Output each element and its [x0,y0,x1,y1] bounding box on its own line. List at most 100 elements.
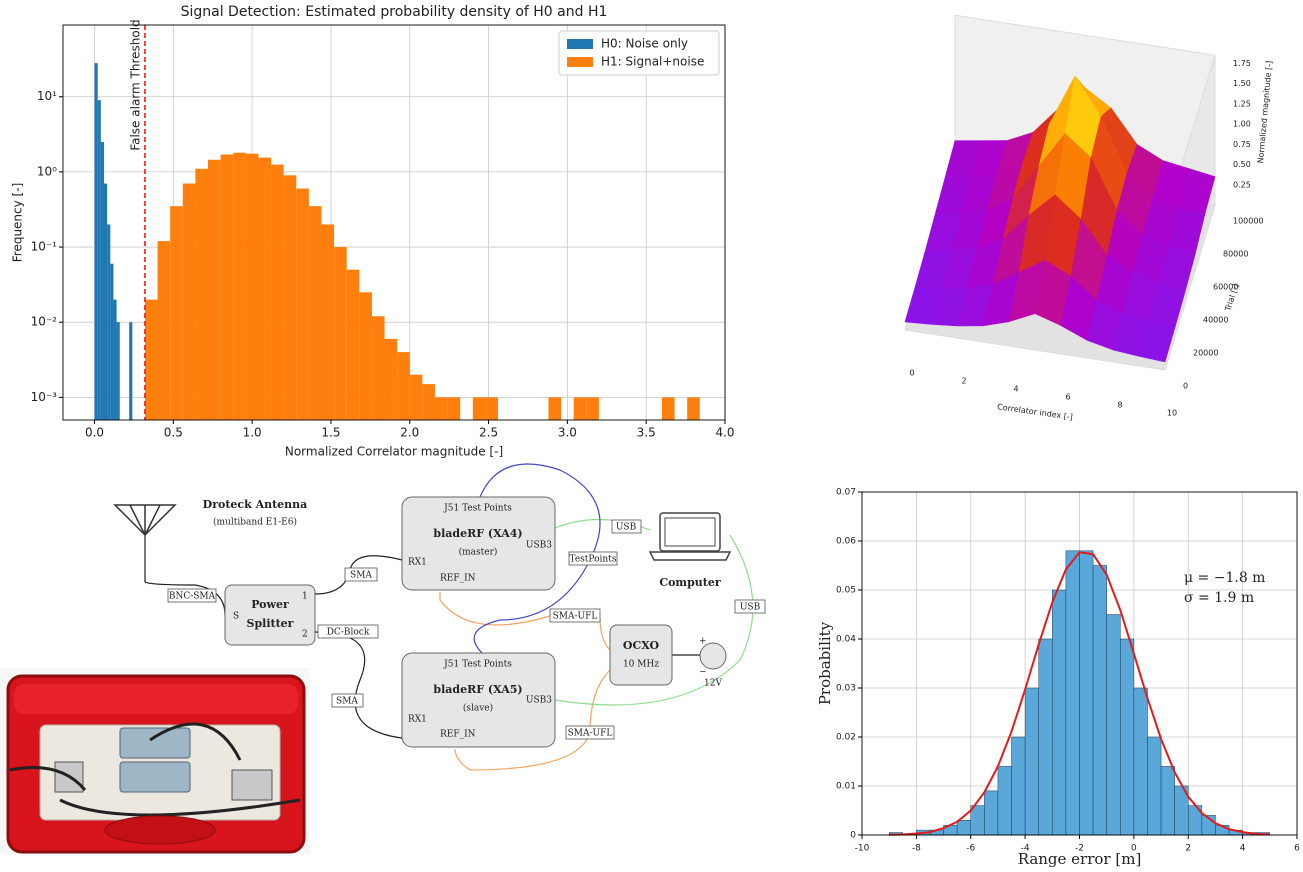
y-tick-label: 0.06 [836,537,856,547]
bar [573,397,587,420]
bar [687,397,700,420]
block-diagram: Droteck Antenna (multiband E1-E6) Power … [113,463,766,771]
wire [144,535,226,616]
sdr-board [119,761,191,793]
bar [1147,736,1162,836]
x-axis-label: Correlator index [-] [997,402,1074,422]
chart-title: Signal Detection: Estimated probability … [181,4,608,20]
z-tick-label: 0.75 [1233,140,1251,149]
x-tick-label: 3.5 [637,426,656,440]
bar [1024,687,1039,836]
x-tick-label: 2.5 [479,426,498,440]
bar [984,790,999,836]
bar [296,188,309,420]
bar [182,183,196,420]
bar [1133,687,1148,836]
polarity: − [699,668,707,678]
threshold-label: False alarm Threshold [128,19,142,150]
cable-label-box [565,725,615,740]
x-tick-label: 3.0 [558,426,577,440]
computer-label: Computer [659,576,720,589]
splitter-box [224,584,316,646]
y-tick-label: 10⁰ [37,164,57,178]
cable-label: USB [740,603,761,613]
y-tick-label: 40000 [1203,316,1228,325]
z-tick-label: 1.50 [1233,79,1251,88]
bar [359,292,372,420]
z-tick-label: 1.75 [1233,59,1251,68]
bar [472,397,486,420]
cable-label: SMA-UFL [568,729,613,739]
y-tick-label: 0.05 [836,586,856,596]
device-header: J51 Test Points [443,660,512,670]
bar [422,384,435,420]
device-name: bladeRF (XA4) [433,527,522,540]
bar [371,316,385,420]
cable-label-box [549,608,601,623]
legend-swatch [567,57,593,67]
x-tick-label: 10 [1167,409,1177,418]
cable-label-box [167,588,217,603]
polarity: + [699,637,707,647]
x-tick-label: -6 [966,844,975,854]
y-tick-label: 0.01 [836,782,856,792]
bar [346,269,360,420]
x-tick-label: 2 [961,377,966,386]
port-label: S [233,612,239,622]
y-tick-label: 0 [1183,382,1188,391]
annotation: σ = 1.9 m [1184,590,1254,606]
cable-label-box [317,624,379,639]
bar [409,374,423,420]
antenna-name: Droteck Antenna [203,498,308,511]
x-tick-label: 6 [1065,393,1070,402]
cable-label: TestPoints [570,555,617,565]
ocxo-freq: 10 MHz [623,660,659,670]
wire [439,592,551,626]
y-axis-label: Frequency [-] [11,183,25,263]
wire [554,534,754,706]
device-header: J51 Test Points [443,504,512,514]
x-tick-label: 1.5 [321,426,340,440]
x-tick-label: 0 [1131,844,1137,854]
bar [1160,766,1175,836]
x-axis-label: Range error [m] [1018,850,1142,868]
x-tick-label: 2.0 [400,426,419,440]
bar [1106,614,1121,836]
cable-label: SMA [350,571,372,581]
legend-box [558,30,720,76]
bar [245,153,259,420]
port-label: REF_IN [440,574,476,584]
x-tick-label: 0.5 [164,426,183,440]
wire [473,463,601,654]
bar [94,63,98,420]
bar [1092,565,1107,836]
cables [9,722,301,817]
cable-label-box [611,519,642,534]
bar [271,164,284,420]
cable-label-box [734,599,766,614]
surface-patch [1138,320,1176,363]
x-tick-label: 6 [1294,844,1300,854]
cable-label: BNC-SMA [169,592,216,602]
bar [321,224,335,420]
bar [1120,638,1135,836]
x-axis-label: Normalized Correlator magnitude [-] [285,445,503,459]
wire [314,631,403,739]
bar [107,224,111,420]
bar [661,397,675,420]
legend-label: H0: Noise only [601,37,688,51]
bar [384,338,398,420]
x-tick-label: -10 [855,844,870,854]
port-label: RX1 [408,715,427,725]
device-name: bladeRF (XA5) [433,683,522,696]
bar [220,154,234,420]
bar [397,352,410,420]
port-label: REF_IN [440,730,476,740]
z-axis-label: Normalized magnitude [-] [1256,60,1274,163]
y-tick-label: 0.03 [836,684,856,694]
device-box [401,496,556,591]
histogram-chart: 0.0 0.5 1.0 1.5 2.0 2.5 3.0 3.5 4.0 10⁻³ 10⁻² 10⁻¹ 1… [11,4,735,459]
x-tick-label: 2 [1185,844,1191,854]
x-tick-label: 0 [909,369,914,378]
device-role: (slave) [463,703,493,714]
